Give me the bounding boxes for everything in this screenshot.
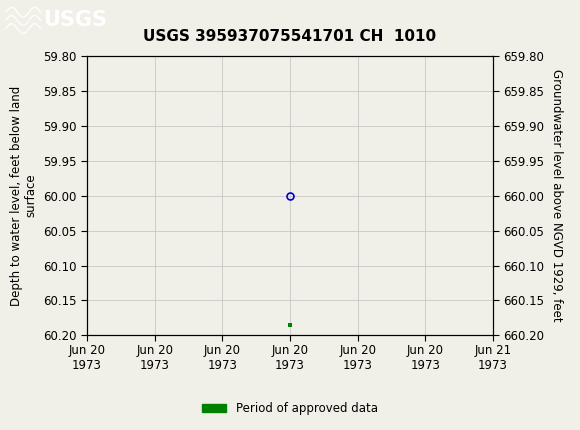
Y-axis label: Depth to water level, feet below land
surface: Depth to water level, feet below land su…: [9, 86, 38, 306]
Legend: Period of approved data: Period of approved data: [198, 397, 382, 420]
Text: USGS 395937075541701 CH  1010: USGS 395937075541701 CH 1010: [143, 29, 437, 44]
Y-axis label: Groundwater level above NGVD 1929, feet: Groundwater level above NGVD 1929, feet: [550, 69, 563, 322]
Text: USGS: USGS: [44, 10, 107, 31]
